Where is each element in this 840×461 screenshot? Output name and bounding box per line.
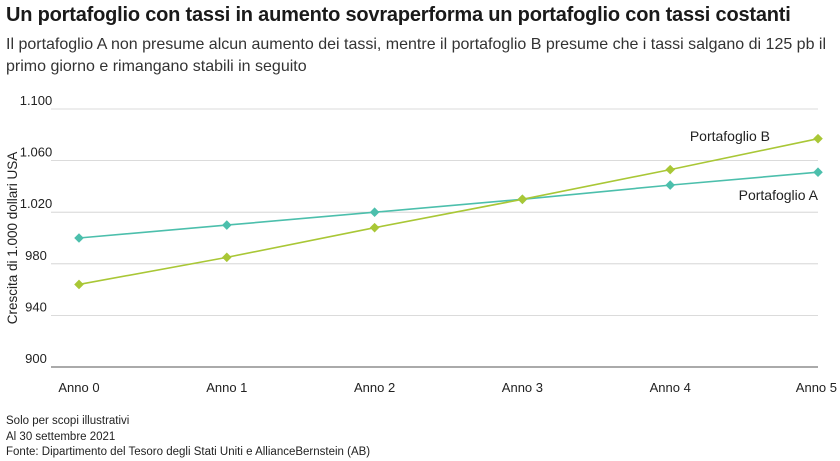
data-point-a: [813, 167, 823, 178]
y-tick-label: 1.100: [20, 93, 53, 108]
data-point-b: [665, 164, 675, 175]
data-point-b: [369, 222, 380, 233]
data-point-b: [222, 252, 232, 263]
footnote-date: Al 30 settembre 2021: [6, 430, 116, 443]
data-point-b: [74, 279, 84, 290]
data-point-a: [665, 180, 675, 190]
data-point-a: [369, 207, 380, 217]
y-tick-label: 900: [25, 351, 47, 366]
data-point-a: [74, 233, 84, 243]
x-axis-ticks: Anno 0 Anno 1 Anno 2 Anno 3 Anno 4 Anno 5: [58, 380, 837, 395]
x-tick-label: Anno 0: [58, 380, 99, 395]
y-tick-label: 980: [25, 248, 47, 263]
footnote-illustrative: Solo per scopi illustrativi: [6, 415, 130, 427]
data-point-b: [813, 133, 823, 144]
footnotes: Solo per scopi illustrativi Al 30 settem…: [6, 414, 370, 461]
x-tick-label: Anno 2: [354, 380, 395, 395]
series-label-portafoglio-b: Portafoglio B: [690, 128, 770, 144]
x-tick-label: Anno 5: [796, 380, 837, 395]
x-tick-label: Anno 1: [206, 380, 247, 395]
data-point-a: [222, 220, 232, 230]
chart-subtitle: Il portafoglio A non presume alcun aumen…: [6, 36, 827, 75]
series-line-portafoglio-b: [78, 137, 819, 286]
y-tick-label: 1.020: [20, 196, 53, 211]
y-tick-label: 940: [25, 299, 47, 314]
y-axis-label: Crescita di 1.000 dollari USA: [5, 152, 20, 325]
y-axis-ticks: 900 940 980 1.020 1.060 1.100: [20, 93, 53, 366]
footnote-source: Fonte: Dipartimento del Tesoro degli Sta…: [6, 446, 371, 458]
gridlines: [51, 108, 818, 368]
data-point-b: [517, 194, 528, 205]
y-tick-label: 1.060: [20, 145, 53, 160]
series-line-portafoglio-a: [78, 171, 819, 239]
x-tick-label: Anno 4: [650, 380, 691, 395]
series-lines: [74, 133, 823, 290]
x-tick-label: Anno 3: [502, 380, 543, 395]
chart-title: Un portafoglio con tassi in aumento sovr…: [6, 4, 791, 26]
series-label-portafoglio-a: Portafoglio A: [739, 187, 819, 203]
